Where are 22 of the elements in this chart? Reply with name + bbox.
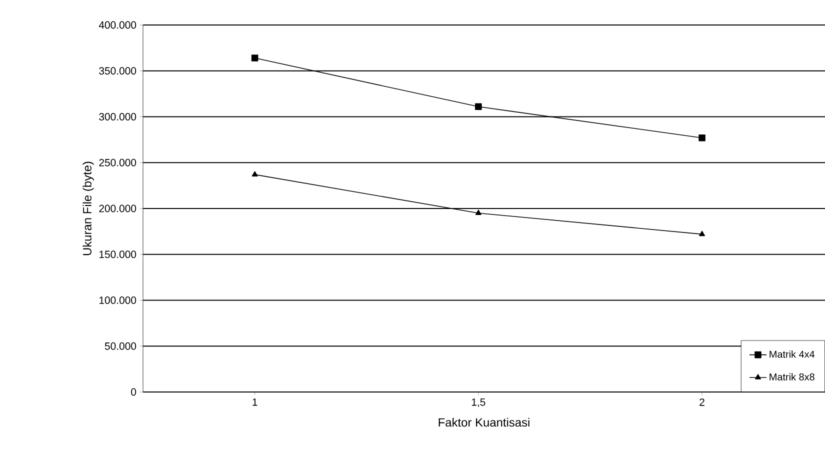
y-tick-label: 100.000 — [99, 296, 136, 304]
y-tick-label: 0 — [131, 388, 136, 396]
x-tick-label: 2 — [700, 398, 704, 406]
point — [698, 134, 706, 142]
y-tick-label: 300.000 — [99, 113, 136, 120]
point — [251, 54, 258, 62]
x-tick-label: 1,5 — [472, 398, 486, 408]
y-axis-title: Ukuran File (byte) — [82, 162, 94, 256]
legend-label: Matrik 8x8 — [770, 373, 814, 380]
y-tick-label: 350.000 — [99, 67, 136, 75]
y-tick-label: 200.000 — [99, 204, 136, 212]
y-tick-label: 150.000 — [99, 250, 136, 258]
x-tick-label: 1 — [252, 398, 258, 406]
point — [252, 171, 258, 176]
y-tick-label: 250.000 — [99, 158, 136, 166]
legend-label: Matrik 4x4 — [770, 350, 815, 358]
point — [475, 103, 482, 110]
y-tick-label: 50.000 — [104, 342, 136, 350]
x-axis-title: Faktor Kuantisasi — [438, 418, 530, 427]
point — [475, 210, 482, 215]
y-tick-label: 400.000 — [98, 21, 136, 29]
point — [699, 230, 706, 236]
